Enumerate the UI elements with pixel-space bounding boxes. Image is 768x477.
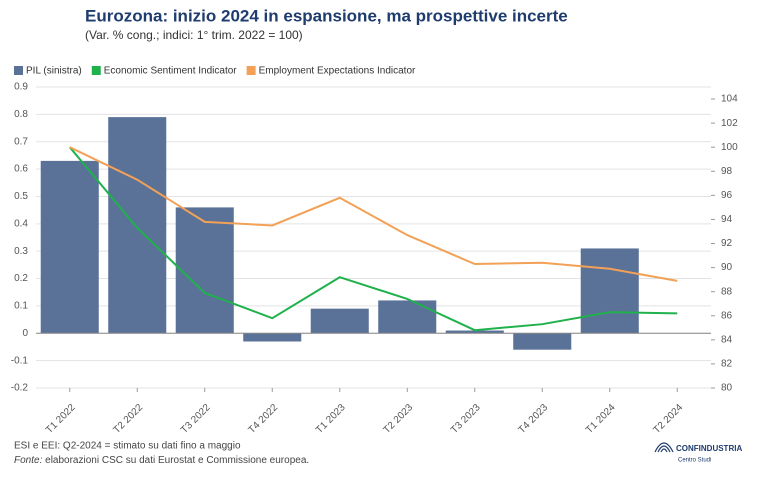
note: ESI e EEI: Q2-2024 = stimato su dati fin… (14, 441, 241, 452)
x-tick-label: T2 2023 (382, 402, 416, 436)
logo: CONFINDUSTRIA Centro Studi (654, 442, 742, 464)
y2-tick-label: 102 (721, 118, 738, 129)
y-tick-label: 0 (22, 328, 28, 339)
legend-swatch (246, 66, 256, 75)
bar (580, 248, 639, 334)
logo-sub: Centro Studi (678, 458, 711, 464)
x-tick-label: T3 2022 (179, 402, 213, 436)
y2-tick-label: 90 (721, 262, 733, 273)
x-tick-label: T3 2023 (449, 402, 483, 436)
x-tick-label: T1 2023 (314, 402, 348, 436)
y-tick-label: -0.1 (11, 355, 29, 366)
y2-tick-label: 92 (721, 238, 733, 249)
y2-tick-label: 88 (721, 286, 733, 297)
y-tick-label: 0.2 (14, 273, 28, 284)
source-text: elaborazioni CSC su dati Eurostat e Comm… (42, 455, 309, 466)
line (69, 146, 678, 282)
y-tick-label: 0.8 (14, 109, 28, 120)
y-tick-label: -0.2 (11, 383, 29, 394)
chart-title: Eurozona: inizio 2024 in espansione, ma … (85, 6, 568, 25)
source-label: Fonte: (14, 455, 43, 466)
bar (513, 333, 572, 350)
x-tick-label: T4 2023 (517, 402, 551, 436)
y-tick-label: 0.4 (14, 218, 28, 229)
y2-tick-label: 98 (721, 166, 733, 177)
legend-swatch (91, 66, 101, 75)
y2-tick-label: 94 (721, 214, 733, 225)
y-tick-label: 0.1 (14, 301, 28, 312)
bar (108, 117, 167, 334)
y-tick-label: 0.7 (14, 136, 28, 147)
y2-tick-label: 84 (721, 334, 733, 345)
legend-label: PIL (sinistra) (26, 66, 82, 77)
y-tick-label: 0.9 (14, 82, 28, 93)
y2-tick-label: 96 (721, 190, 733, 201)
y-tick-label: 0.6 (14, 164, 28, 175)
y-tick-label: 0.5 (14, 191, 28, 202)
y2-tick-label: 104 (721, 94, 738, 105)
bar (445, 330, 504, 334)
legend-label: Employment Expectations Indicator (259, 66, 416, 77)
legend-swatch (14, 66, 23, 75)
legend-label: Economic Sentiment Indicator (104, 66, 238, 77)
x-tick-label: T2 2024 (652, 402, 686, 436)
bar (310, 308, 369, 334)
x-tick-label: T1 2024 (584, 402, 618, 436)
bar (378, 300, 437, 334)
y2-tick-label: 86 (721, 310, 733, 321)
bar (175, 207, 234, 334)
logo-icon (654, 442, 674, 453)
y2-tick-label: 100 (721, 142, 738, 153)
y2-tick-label: 82 (721, 359, 733, 370)
line (68, 146, 678, 332)
bar (243, 333, 302, 342)
y2-tick-label: 80 (721, 383, 733, 394)
y-tick-label: 0.3 (14, 246, 28, 257)
source: Fonte: elaborazioni CSC su dati Eurostat… (14, 455, 309, 466)
chart-subtitle: (Var. % cong.; indici: 1° trim. 2022 = 1… (85, 28, 303, 42)
x-tick-label: T1 2022 (44, 402, 78, 436)
x-tick-label: T4 2022 (247, 402, 281, 436)
x-tick-label: T2 2022 (112, 402, 146, 436)
logo-name: CONFINDUSTRIA (676, 444, 742, 453)
bar (40, 160, 99, 334)
